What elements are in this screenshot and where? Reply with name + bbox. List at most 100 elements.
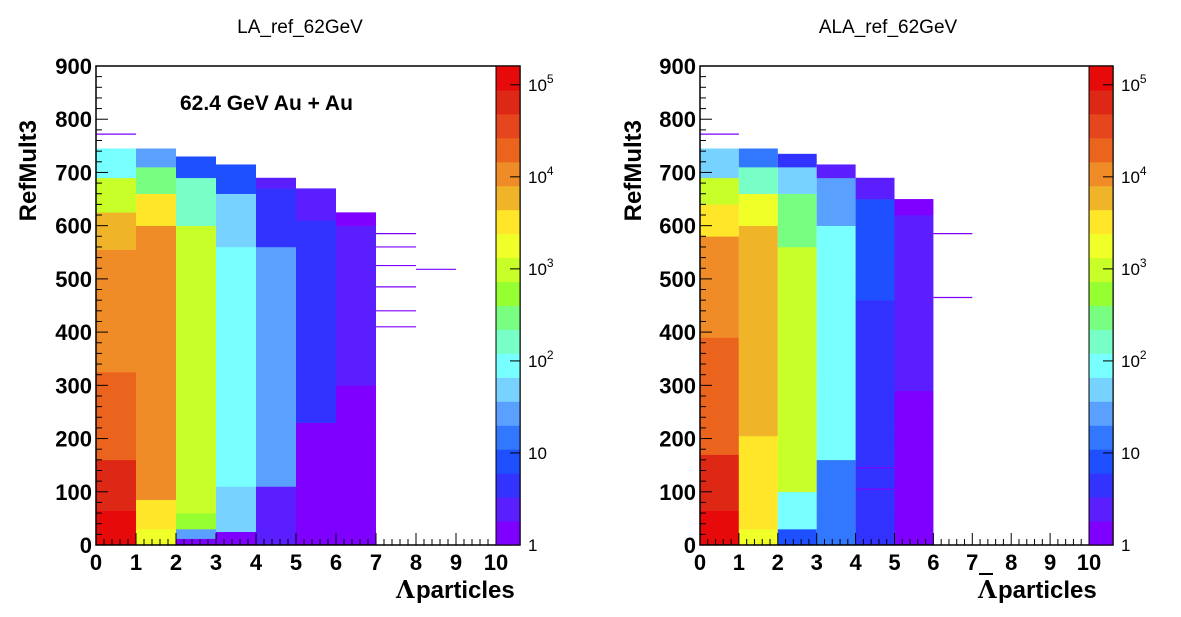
heatmap-cell <box>216 531 256 545</box>
x-tick-label: 2 <box>772 550 784 575</box>
x-tick-labels: 0 1 2 3 4 5 6 7 8 9 10 <box>694 550 1101 575</box>
x-tick-labels: 0 1 2 3 4 5 6 7 8 9 10 <box>90 550 508 575</box>
colorbar-tick-label: 1 <box>528 536 537 555</box>
colorbar-band <box>496 137 520 163</box>
colorbar-band <box>496 161 520 187</box>
colorbar-band <box>1089 233 1113 259</box>
y-tick-label: 100 <box>659 480 696 505</box>
heatmap-cell <box>738 435 778 530</box>
heatmap-cell <box>136 225 176 500</box>
colorbar-band <box>1089 281 1113 306</box>
colorbar-band <box>1089 113 1113 139</box>
colorbar-band <box>496 233 520 259</box>
y-tick-label: 400 <box>55 320 92 345</box>
colorbar-band <box>496 401 520 426</box>
x-tick-label: 10 <box>484 550 508 575</box>
y-tick-label: 500 <box>55 267 92 292</box>
colorbar-tick-label: 1 <box>1121 536 1130 555</box>
colorbar-band <box>1089 497 1113 522</box>
colorbar-band <box>1089 305 1113 330</box>
colorbar-band <box>1089 89 1113 115</box>
colorbar-band <box>496 353 520 378</box>
colorbar-frame <box>495 65 521 546</box>
colorbar-band <box>1089 257 1113 283</box>
heatmap-cell <box>700 510 739 545</box>
colorbar-band <box>496 209 520 235</box>
x-tick-label: 7 <box>966 550 978 575</box>
colorbar-band <box>1089 425 1113 450</box>
y-tick-label: 600 <box>55 214 92 239</box>
y-tick-label: 900 <box>55 54 92 79</box>
heatmap-cell <box>96 148 136 178</box>
y-tick-labels: 0 100 200 300 400 500 600 700 800 900 <box>659 54 696 558</box>
y-tick-label: 300 <box>659 373 696 398</box>
colorbar-band <box>1089 137 1113 163</box>
y-tick-label: 0 <box>684 533 696 558</box>
x-tick-label: 3 <box>210 550 222 575</box>
colorbar-tick-label: 102 <box>1121 348 1147 371</box>
colorbar-band <box>1089 401 1113 426</box>
y-tick-label: 400 <box>659 320 696 345</box>
sparse-bins <box>96 133 456 474</box>
colorbar-band <box>496 329 520 354</box>
colorbar-tick-label: 103 <box>528 256 554 279</box>
colorbar-band <box>496 473 520 498</box>
colorbar-tick-label: 104 <box>1121 164 1147 187</box>
y-tick-label: 300 <box>55 373 92 398</box>
heatmap-cell <box>336 212 376 226</box>
colorbar <box>1089 66 1113 546</box>
colorbar-tick-label: 10 <box>528 444 547 463</box>
heatmap-cells <box>96 148 376 546</box>
x-tick-label: 10 <box>1077 550 1101 575</box>
heatmap-cell <box>816 164 856 178</box>
annotation-label: 62.4 GeV Au + Au <box>180 92 353 115</box>
x-tick-label: 6 <box>927 550 939 575</box>
axis-ticks <box>699 65 1113 546</box>
colorbar-tick-label: 102 <box>528 348 554 371</box>
colorbar-frame <box>1088 65 1114 546</box>
heatmap-cell <box>777 153 817 168</box>
x-tick-label: 0 <box>694 550 706 575</box>
colorbar-band <box>496 377 520 402</box>
x-tick-label: 8 <box>410 550 422 575</box>
chart-title: ALA_ref_62GeV <box>819 17 958 38</box>
y-tick-label: 900 <box>659 54 696 79</box>
heatmap-cell <box>216 486 256 532</box>
y-tick-label: 200 <box>55 427 92 452</box>
colorbar-band <box>496 281 520 306</box>
y-tick-label: 800 <box>55 107 92 132</box>
x-tick-label: 9 <box>450 550 462 575</box>
heatmap-cell <box>96 372 136 460</box>
colorbar-band <box>496 257 520 283</box>
colorbar-tick-labels: 1 10 102 103 104 105 <box>528 72 554 555</box>
heatmap-cell <box>136 148 176 168</box>
colorbar-band <box>496 497 520 522</box>
colorbar-tick-label: 10 <box>1121 444 1140 463</box>
chart-title: LA_ref_62GeV <box>237 17 363 38</box>
x-tick-label: 4 <box>849 550 862 575</box>
x-tick-label: 2 <box>170 550 182 575</box>
y-tick-label: 500 <box>659 267 696 292</box>
chart-panel-la: LA_ref_62GeV 0 1 2 3 4 5 6 7 8 9 10 0 100 200 300 400 5… <box>15 17 554 604</box>
colorbar-band <box>496 305 520 330</box>
heatmap-cell <box>738 148 778 168</box>
heatmap-cell <box>216 164 256 194</box>
x-tick-label: 1 <box>733 550 745 575</box>
x-tick-label: 5 <box>888 550 900 575</box>
heatmap-cell <box>700 148 739 178</box>
y-tick-label: 200 <box>659 427 696 452</box>
colorbar-tick-label: 104 <box>528 164 554 187</box>
y-tick-labels: 0 100 200 300 400 500 600 700 800 900 <box>55 54 92 558</box>
colorbar-band <box>496 425 520 450</box>
y-tick-label: 800 <box>659 107 696 132</box>
heatmap-cell <box>96 459 136 511</box>
colorbar-band <box>1089 353 1113 378</box>
colorbar-band <box>1089 377 1113 402</box>
colorbar-tick-label: 105 <box>1121 72 1147 95</box>
y-axis-label: RefMult3 <box>620 120 647 221</box>
heatmap-cell <box>176 529 216 539</box>
colorbar-band <box>1089 66 1113 91</box>
x-axis-symbol: Λ <box>977 575 997 604</box>
y-tick-label: 600 <box>659 214 696 239</box>
